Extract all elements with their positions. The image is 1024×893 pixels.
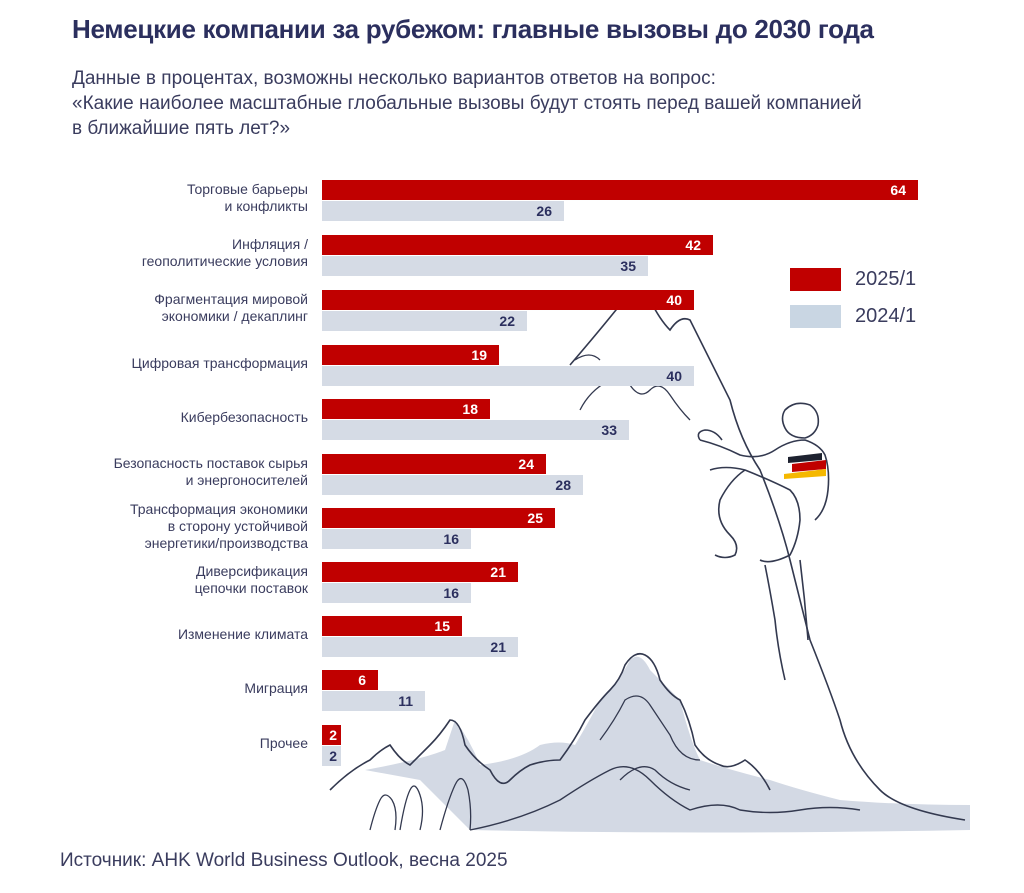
bar-2025: 21 <box>322 562 518 582</box>
label-line: в сторону устойчивой <box>167 518 308 534</box>
category-label: Фрагментация мировой экономики / декапли… <box>154 291 308 325</box>
bar-2025: 15 <box>322 616 462 636</box>
category-label: Диверсификация цепочки поставок <box>195 563 308 597</box>
bar-2024: 2 <box>322 746 341 766</box>
label-line: цепочки поставок <box>194 580 308 596</box>
label-line: и энергоносителей <box>185 472 308 488</box>
subtitle-line: в ближайшие пять лет?» <box>72 118 291 139</box>
bar-2025: 64 <box>322 180 918 200</box>
category-label: Кибербезопасность <box>181 409 308 426</box>
bar-2025: 25 <box>322 508 555 528</box>
legend-label: 2024/1 <box>855 305 917 327</box>
source-note: Источник: AHK World Business Outlook, ве… <box>60 850 508 871</box>
bar-2025: 2 <box>322 725 341 745</box>
bar-2024: 22 <box>322 311 527 331</box>
label-line: Цифровая трансформация <box>131 355 308 371</box>
chart-subtitle: Данные в процентах, возможны несколько в… <box>72 66 992 141</box>
legend-label: 2025/1 <box>855 268 917 290</box>
bar-2025: 40 <box>322 290 694 310</box>
bar-2025: 42 <box>322 235 713 255</box>
label-line: Безопасность поставок сырья <box>113 455 308 471</box>
label-line: Прочее <box>259 735 308 751</box>
bar-2024: 26 <box>322 201 564 221</box>
label-line: Трансформация экономики <box>129 501 308 517</box>
category-label: Трансформация экономики в сторону устойч… <box>130 501 308 552</box>
bar-2024: 35 <box>322 256 648 276</box>
category-label: Цифровая трансформация <box>132 355 308 372</box>
category-label: Безопасность поставок сырья и энергоноси… <box>114 455 308 489</box>
bar-2025: 18 <box>322 399 490 419</box>
legend-item-2024: 2024/1 <box>790 305 916 328</box>
bar-2024: 40 <box>322 366 694 386</box>
label-line: Инфляция / <box>232 236 308 252</box>
label-line: Торговые барьеры <box>187 181 308 197</box>
label-line: Диверсификация <box>196 563 308 579</box>
category-label: Прочее <box>260 735 308 752</box>
chart-title: Немецкие компании за рубежом: главные вы… <box>72 14 874 44</box>
category-label: Инфляция / геополитические условия <box>142 236 308 270</box>
label-line: Миграция <box>244 680 308 696</box>
bar-2024: 33 <box>322 420 629 440</box>
bar-2025: 24 <box>322 454 546 474</box>
subtitle-line: Данные в процентах, возможны несколько в… <box>72 68 716 89</box>
chart-legend: 2025/1 2024/1 <box>790 268 916 342</box>
label-line: Фрагментация мировой <box>154 291 308 307</box>
bar-2024: 16 <box>322 529 471 549</box>
label-line: геополитические условия <box>141 253 308 269</box>
category-label: Миграция <box>244 680 308 697</box>
category-label: Торговые барьеры и конфликты <box>187 181 308 215</box>
label-line: экономики / декаплинг <box>161 308 308 324</box>
legend-item-2025: 2025/1 <box>790 268 916 291</box>
label-line: Кибербезопасность <box>180 409 308 425</box>
bar-2025: 19 <box>322 345 499 365</box>
bar-2024: 28 <box>322 475 583 495</box>
bar-2024: 21 <box>322 637 518 657</box>
label-line: энергетики/производства <box>144 535 308 551</box>
bar-2024: 16 <box>322 583 471 603</box>
legend-swatch-2025 <box>790 268 841 291</box>
legend-swatch-2024 <box>790 305 841 328</box>
category-label: Изменение климата <box>178 626 308 643</box>
bar-2024: 11 <box>322 691 425 711</box>
label-line: и конфликты <box>224 198 308 214</box>
label-line: Изменение климата <box>177 626 308 642</box>
subtitle-line: «Какие наиболее масштабные глобальные вы… <box>72 93 862 114</box>
bar-2025: 6 <box>322 670 378 690</box>
